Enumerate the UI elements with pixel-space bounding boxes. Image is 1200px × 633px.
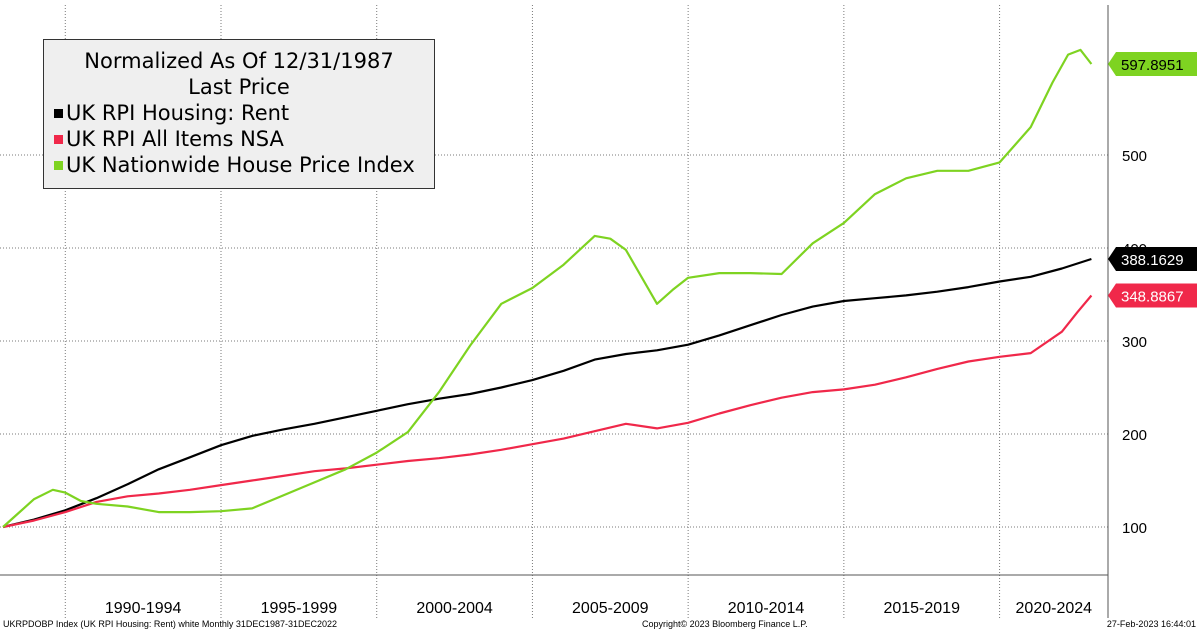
y-tick-label: 500	[1122, 148, 1147, 165]
y-tick-label: 100	[1122, 520, 1147, 537]
series-line-house-price	[2, 48, 1093, 528]
legend-title: Normalized As Of 12/31/1987	[84, 49, 394, 73]
legend-entry-house-price: UK Nationwide House Price Index	[54, 152, 424, 178]
legend-swatch-house-price	[54, 161, 63, 170]
legend: Normalized As Of 12/31/1987 Last Price U…	[43, 39, 435, 189]
badge-shape	[1108, 51, 1197, 76]
badge-shape	[1108, 247, 1197, 272]
series-line-rent	[2, 257, 1092, 529]
footer-copyright: Copyright© 2023 Bloomberg Finance L.P.	[642, 619, 808, 629]
last-value-badge-rent: 388.1629	[1108, 247, 1197, 272]
x-period-labels: 1990-1994 1995-1999 2000-2004 2005-2009 2010…	[105, 600, 1092, 617]
footer-timestamp: 27-Feb-2023 16:44:01	[1106, 619, 1196, 629]
badge-value: 597.8951	[1121, 57, 1184, 74]
x-period-label: 2015-2019	[883, 600, 960, 617]
series-lines	[2, 48, 1093, 529]
last-value-badge-house-price: 597.8951	[1108, 51, 1197, 76]
axes	[0, 5, 1109, 618]
x-period-label: 2020-2024	[1016, 600, 1093, 617]
last-value-badge-rpi-all-items: 348.8867	[1108, 283, 1197, 308]
y-tick-label: 200	[1122, 427, 1147, 444]
legend-entry-rent: UK RPI Housing: Rent	[54, 100, 424, 126]
last-value-badges: 388.1629 348.8867 597.8951	[1108, 51, 1197, 308]
y-tick-labels: 100200300400500	[1122, 148, 1147, 537]
legend-subtitle: Last Price	[188, 75, 290, 99]
x-period-label: 2005-2009	[572, 600, 649, 617]
badge-shape	[1108, 283, 1197, 308]
x-period-label: 1990-1994	[105, 600, 182, 617]
footer-source: UKRPDOBP Index (UK RPI Housing: Rent) wh…	[3, 619, 337, 629]
legend-label-rent: UK RPI Housing: Rent	[66, 101, 290, 125]
badge-value: 388.1629	[1121, 252, 1184, 269]
y-tick-label: 300	[1122, 334, 1147, 351]
legend-entry-rpi: UK RPI All Items NSA	[54, 126, 424, 152]
legend-swatch-rent	[54, 109, 63, 118]
x-period-label: 1995-1999	[261, 600, 338, 617]
x-period-label: 2010-2014	[728, 600, 805, 617]
series-line-rpi-all-items	[2, 294, 1093, 529]
legend-label-house-price: UK Nationwide House Price Index	[66, 153, 415, 177]
x-period-label: 2000-2004	[416, 600, 493, 617]
legend-label-rpi: UK RPI All Items NSA	[66, 127, 284, 151]
badge-value: 348.8867	[1121, 289, 1184, 306]
legend-swatch-rpi	[54, 135, 63, 144]
